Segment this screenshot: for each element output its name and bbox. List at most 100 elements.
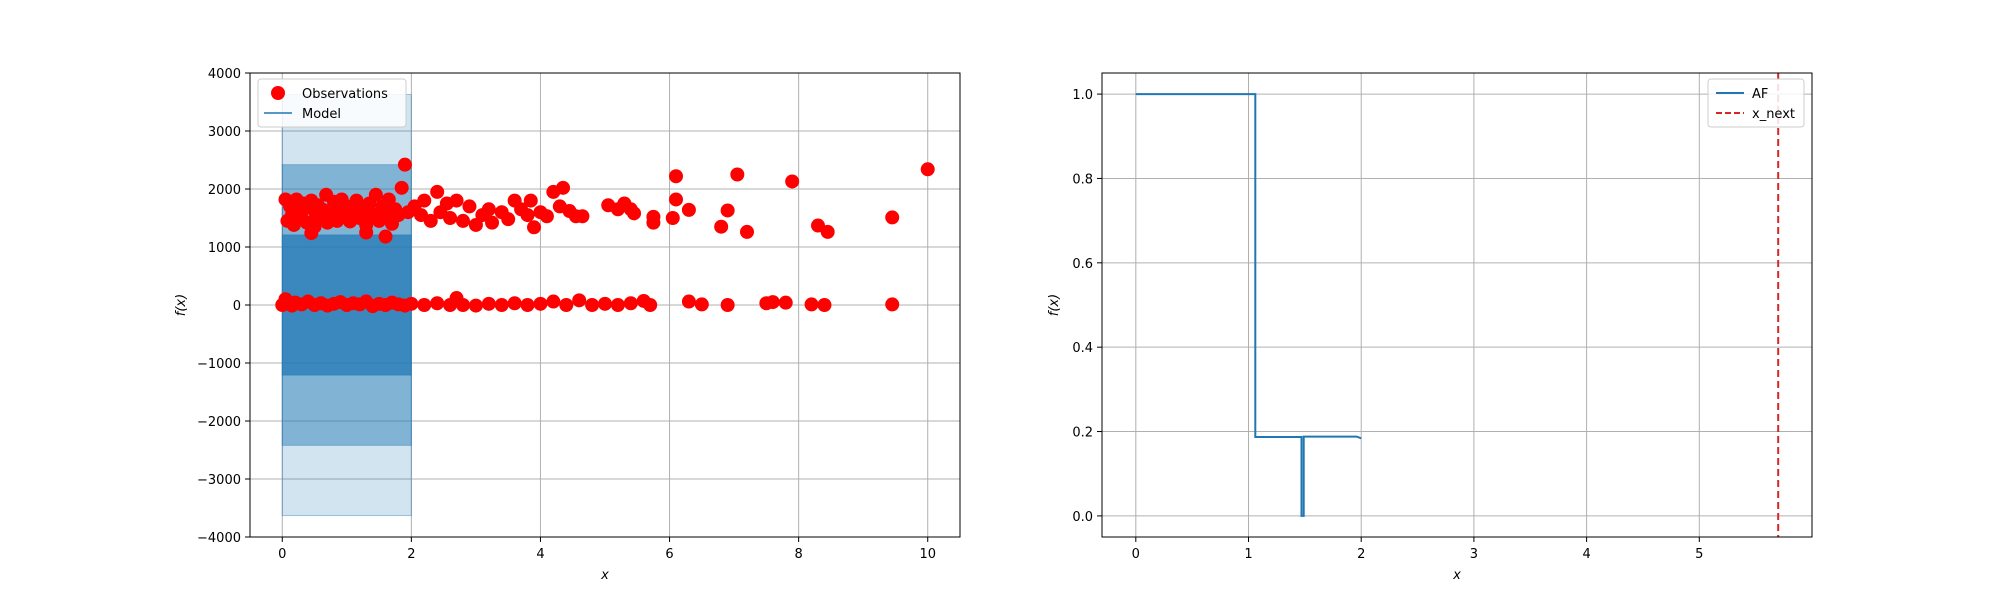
observation-point <box>394 180 409 195</box>
legend-left: Observations Model <box>257 78 407 128</box>
x-axis-label-right: x <box>1452 568 1461 583</box>
observation-point <box>730 167 745 182</box>
observation-point <box>462 199 477 214</box>
y-tick-label: 4000 <box>208 67 241 82</box>
observation-point <box>646 215 661 230</box>
observation-point <box>681 294 696 309</box>
observation-point <box>572 293 587 308</box>
chart-left: 0 2 4 6 8 10 −4000 −3000 −2000 −1000 0 1000 2000 300… <box>174 67 961 583</box>
observation-point <box>669 169 683 184</box>
y-tick-label: 0.8 <box>1072 172 1093 187</box>
x-ticks-left: 0 2 4 6 8 10 <box>278 537 936 562</box>
y-tick-label: 1.0 <box>1072 88 1093 103</box>
observation-point <box>520 208 535 223</box>
x-tick-label: 0 <box>1132 547 1140 562</box>
y-tick-label: 0.6 <box>1072 257 1093 272</box>
observation-point <box>501 212 516 227</box>
observation-point <box>430 184 445 199</box>
y-tick-label: 3000 <box>208 125 241 140</box>
observation-point <box>378 229 393 244</box>
observation-point <box>546 294 561 309</box>
chart-right: 0 1 2 3 4 5 0.0 0.2 0.4 0.6 0.8 1.0 x f(x) AF x_ne… <box>1047 72 1813 583</box>
observation-point <box>523 193 538 208</box>
observation-point <box>449 193 464 208</box>
x-ticks-right: 0 1 2 3 4 5 <box>1132 537 1703 562</box>
y-tick-label: −4000 <box>197 531 241 546</box>
observation-point <box>623 296 638 311</box>
observation-point <box>669 192 683 207</box>
observation-point <box>456 213 470 228</box>
y-tick-label: 1000 <box>208 241 241 256</box>
observation-point <box>785 174 800 189</box>
x-tick-label: 4 <box>536 547 544 562</box>
legend-model-label: Model <box>302 107 341 122</box>
observation-point <box>720 298 735 312</box>
observation-point <box>381 192 396 207</box>
legend-right: AF x_next <box>1707 78 1805 128</box>
observation-point <box>456 298 470 312</box>
x-tick-label: 4 <box>1582 547 1590 562</box>
af-line <box>1135 93 1362 517</box>
observation-point <box>359 225 374 240</box>
y-tick-label: 0 <box>233 299 241 314</box>
observation-point <box>740 224 754 239</box>
observation-point <box>527 220 541 235</box>
observation-point <box>304 226 319 241</box>
legend-box-left <box>257 78 407 128</box>
observation-point <box>885 297 900 312</box>
observation-point <box>539 209 554 224</box>
observation-point <box>720 203 735 218</box>
observation-point <box>507 296 522 311</box>
y-axis-label-right: f(x) <box>1047 294 1062 316</box>
observation-point <box>627 206 642 221</box>
observation-point <box>598 296 612 311</box>
observation-point <box>468 217 483 232</box>
observation-point <box>610 298 625 312</box>
observation-point <box>404 296 419 311</box>
observation-point <box>820 224 835 239</box>
observation-point <box>817 298 832 312</box>
x-tick-label: 0 <box>278 547 286 562</box>
legend-observations-marker <box>271 86 285 100</box>
y-axis-label-left: f(x) <box>174 294 189 316</box>
legend-box-right <box>1707 78 1805 128</box>
observation-point <box>368 187 383 202</box>
y-tick-label: −3000 <box>197 473 241 488</box>
observation-point <box>556 180 571 195</box>
observation-point <box>417 298 432 312</box>
x-tick-label: 2 <box>407 547 415 562</box>
observation-point <box>885 210 900 225</box>
y-ticks-left: −4000 −3000 −2000 −1000 0 1000 2000 3000 4000 <box>197 67 250 546</box>
observation-point <box>778 295 793 310</box>
x-axis-label-left: x <box>600 568 609 583</box>
legend-x-next-label: x_next <box>1752 107 1795 122</box>
observation-point <box>804 297 819 312</box>
y-tick-label: 0.2 <box>1072 426 1093 441</box>
observation-point <box>920 162 935 177</box>
observation-point <box>481 296 496 311</box>
observation-point <box>585 298 600 312</box>
observation-point <box>481 202 496 217</box>
observation-point <box>468 298 483 313</box>
x-tick-label: 10 <box>919 547 936 562</box>
observation-point <box>765 295 780 310</box>
observation-point <box>430 296 445 311</box>
observation-point <box>443 211 458 225</box>
grid-right <box>1102 73 1812 537</box>
x-tick-label: 3 <box>1470 547 1478 562</box>
y-tick-label: 0.4 <box>1072 341 1093 356</box>
observation-point <box>559 298 574 312</box>
observation-point <box>533 296 548 311</box>
x-tick-label: 8 <box>794 547 802 562</box>
y-tick-label: −2000 <box>197 415 241 430</box>
y-tick-label: 0.0 <box>1072 510 1093 525</box>
observation-point <box>520 298 535 312</box>
observation-point <box>397 157 412 172</box>
y-tick-label: −1000 <box>197 357 241 372</box>
observation-point <box>417 193 432 208</box>
x-tick-label: 5 <box>1695 547 1703 562</box>
observation-point <box>423 213 438 228</box>
observation-point <box>665 211 680 225</box>
y-ticks-right: 0.0 0.2 0.4 0.6 0.8 1.0 <box>1072 88 1102 525</box>
